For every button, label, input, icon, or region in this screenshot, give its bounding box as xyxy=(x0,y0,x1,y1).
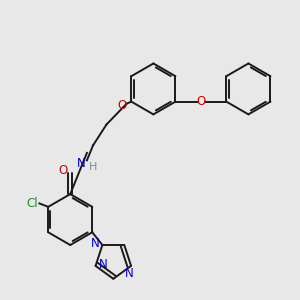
Text: H: H xyxy=(89,162,97,172)
Text: N: N xyxy=(125,267,134,280)
Text: O: O xyxy=(196,95,206,108)
Text: O: O xyxy=(117,99,127,112)
Text: Cl: Cl xyxy=(26,197,38,210)
Text: N: N xyxy=(77,157,85,169)
Text: O: O xyxy=(58,164,68,177)
Text: N: N xyxy=(91,237,99,250)
Text: N: N xyxy=(99,258,107,271)
